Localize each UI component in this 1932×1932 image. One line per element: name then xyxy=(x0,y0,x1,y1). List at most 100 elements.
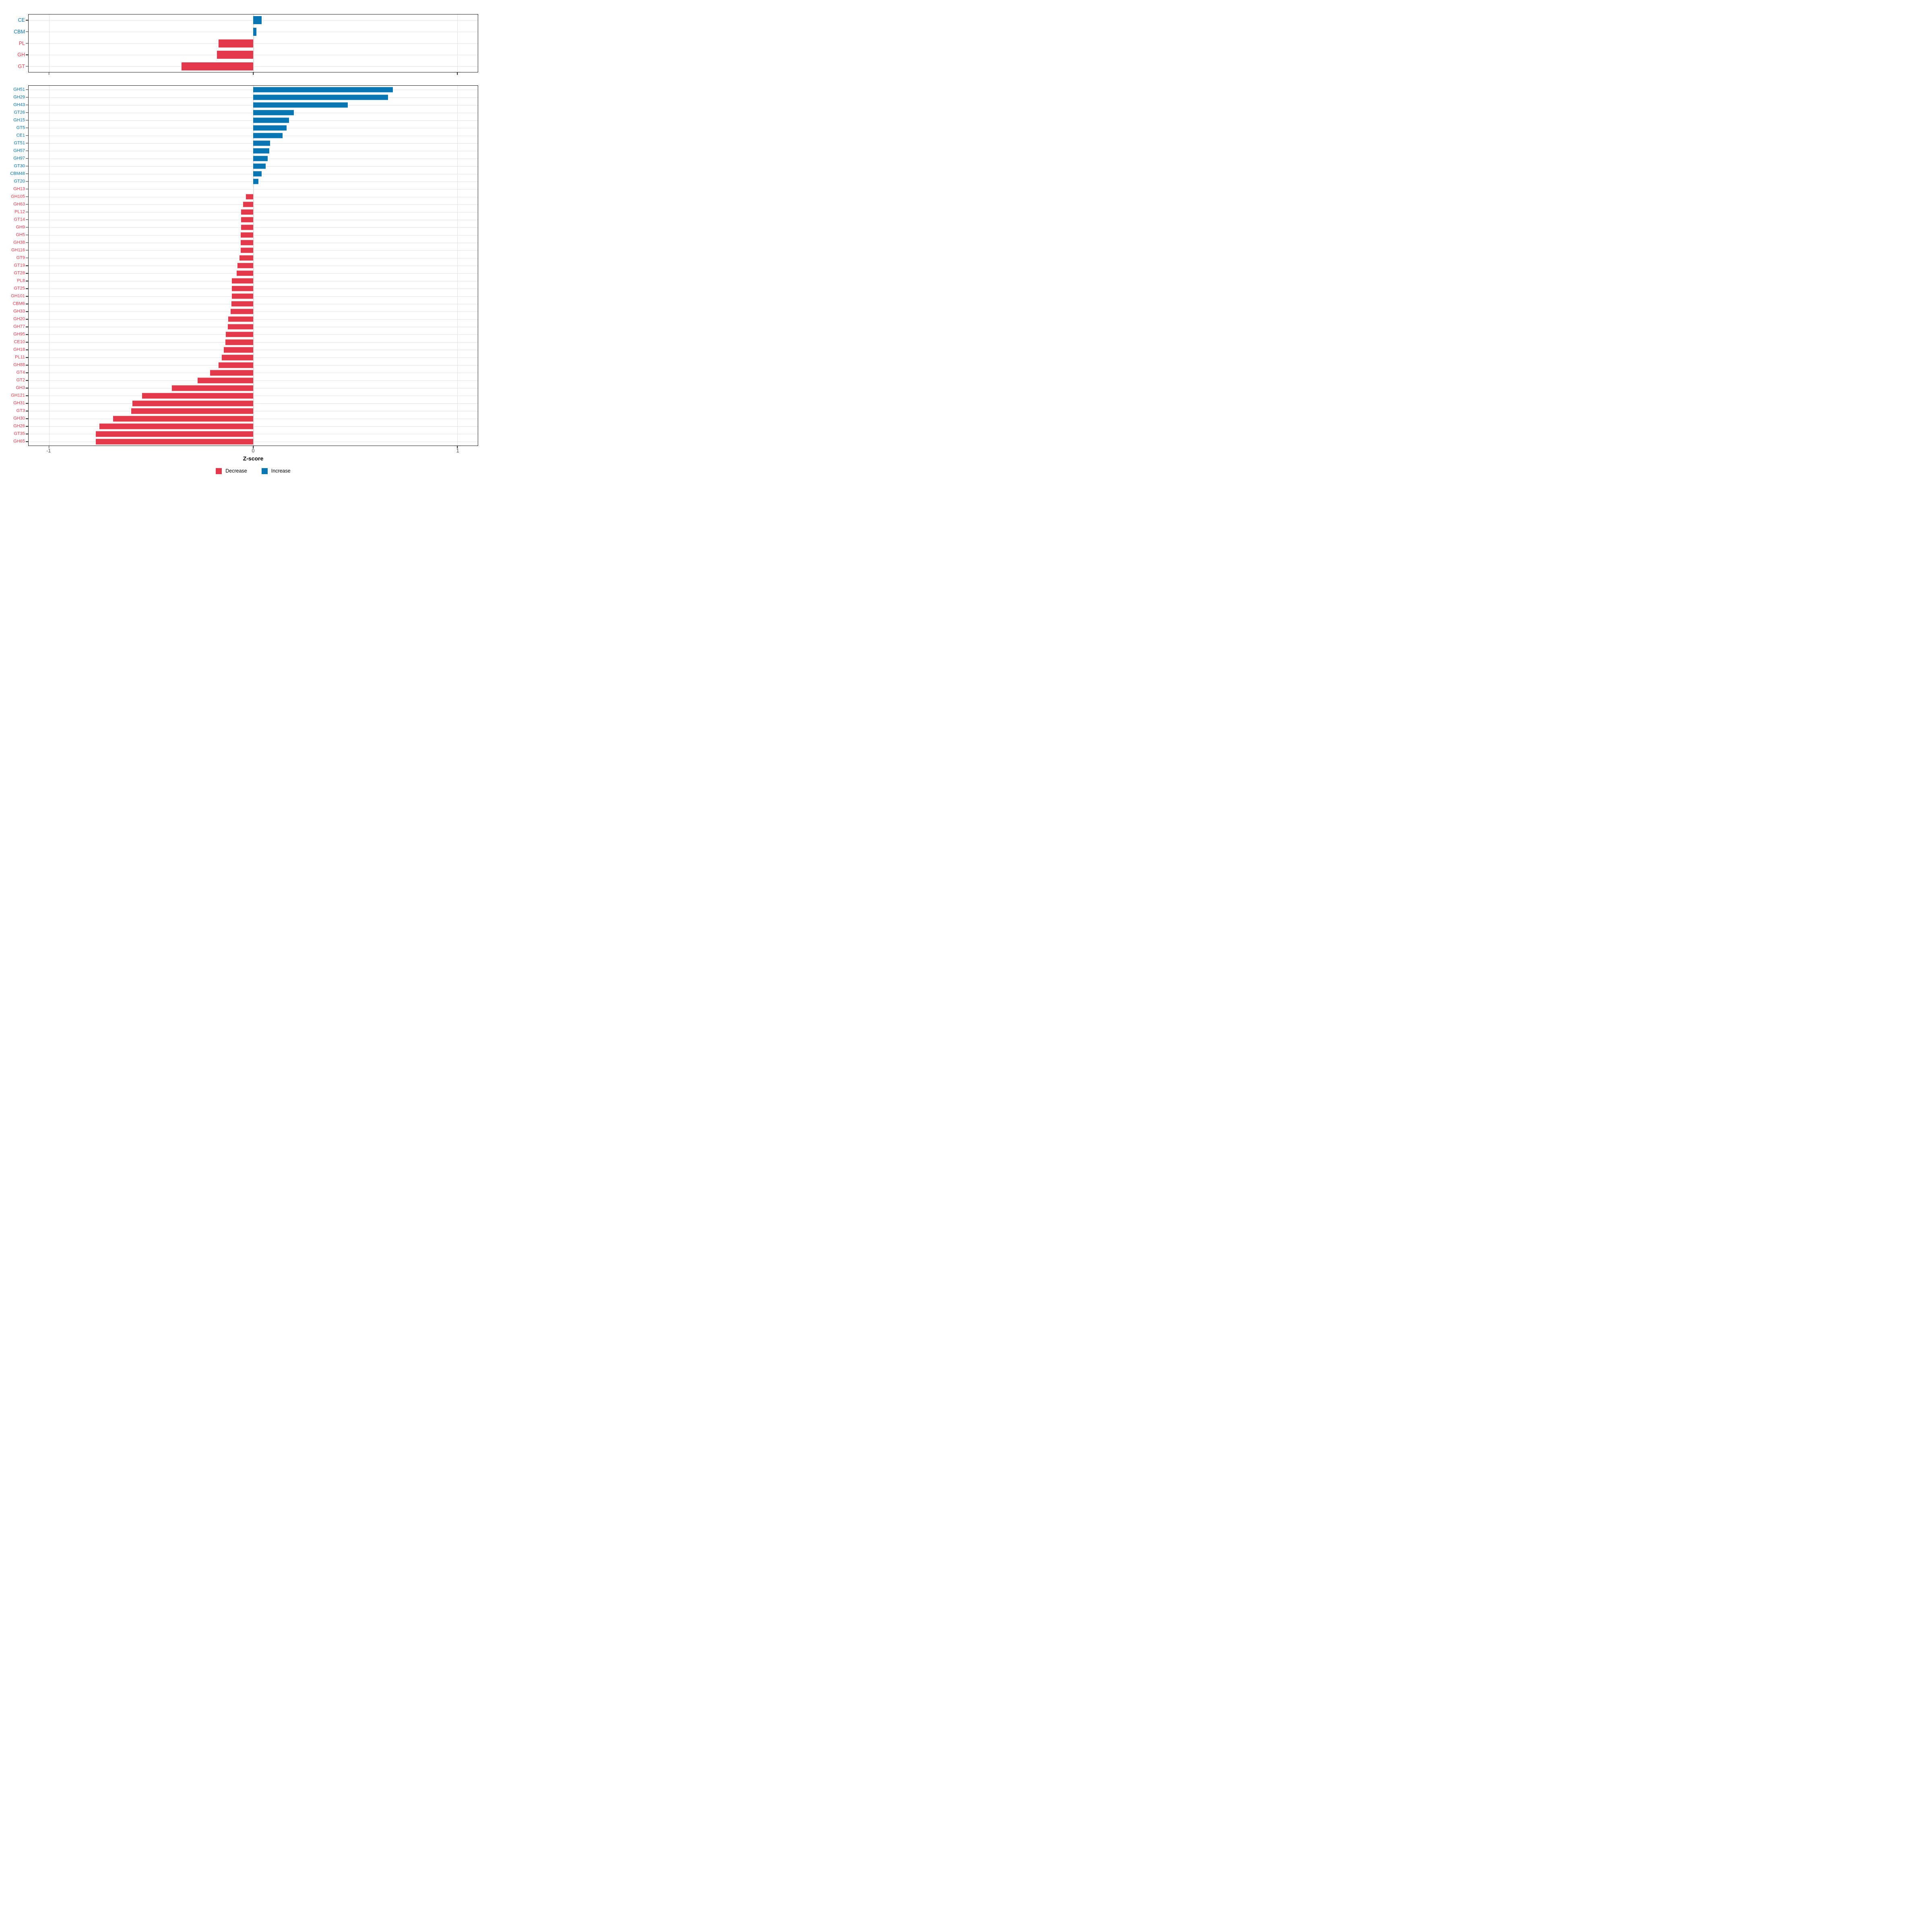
bar-GH77 xyxy=(228,324,253,330)
x-tick-label-0: 0 xyxy=(252,448,255,454)
bar-PL xyxy=(219,39,253,47)
y-axis-tick xyxy=(26,426,29,427)
y-axis-tick xyxy=(26,204,29,205)
bar-PL11 xyxy=(222,355,253,360)
bar-GH88 xyxy=(219,362,253,368)
bar-GH29 xyxy=(253,94,388,100)
bar-GT3 xyxy=(131,408,253,414)
y-axis-tick xyxy=(26,334,29,335)
category-label-CBM: CBM xyxy=(14,29,25,35)
category-label-GH88: GH88 xyxy=(13,362,25,367)
category-label-GT9: GT9 xyxy=(16,255,25,260)
bar-GH51 xyxy=(253,87,393,93)
y-axis-tick xyxy=(26,66,29,67)
category-label-GT2: GT2 xyxy=(16,378,25,383)
bar-GT19 xyxy=(237,263,253,268)
y-axis-tick xyxy=(26,303,29,304)
y-axis-tick xyxy=(26,196,29,197)
gridline-y xyxy=(29,342,478,343)
bar-GH95 xyxy=(226,332,253,337)
bar-GT14 xyxy=(241,217,253,223)
bar-GH xyxy=(217,51,253,59)
y-axis-tick xyxy=(26,411,29,412)
y-axis-tick xyxy=(26,97,29,98)
bar-GH97 xyxy=(253,156,268,161)
bar-GH26 xyxy=(99,423,253,429)
category-label-GH38: GH38 xyxy=(13,240,25,245)
category-label-GT4: GT4 xyxy=(16,370,25,375)
bar-GH101 xyxy=(231,293,253,299)
category-label-CE10: CE10 xyxy=(14,339,25,345)
bar-PL8 xyxy=(232,278,253,284)
category-label-GH3: GH3 xyxy=(16,385,25,390)
category-label-GT: GT xyxy=(18,63,25,69)
bar-GH5 xyxy=(241,232,253,238)
y-axis-tick xyxy=(26,165,29,167)
gridline-y xyxy=(29,227,478,228)
y-axis-tick xyxy=(26,242,29,243)
y-axis-tick xyxy=(26,296,29,297)
y-axis-tick xyxy=(26,181,29,182)
y-axis-tick xyxy=(26,380,29,381)
y-axis-tick xyxy=(26,311,29,312)
bar-GH33 xyxy=(230,309,253,314)
category-label-PL: PL xyxy=(19,40,25,46)
legend-label-increase: Increase xyxy=(271,468,291,474)
bar-GT25 xyxy=(231,286,253,291)
category-label-GH63: GH63 xyxy=(13,202,25,207)
bar-GH9 xyxy=(241,225,253,230)
bar-GT2 xyxy=(198,378,253,383)
bar-CBM6 xyxy=(231,301,253,307)
x-axis-tick-1 xyxy=(457,446,458,448)
bar-GH15 xyxy=(253,117,289,123)
bar-GH20 xyxy=(228,316,253,322)
gridline-y xyxy=(29,250,478,251)
x-axis-tick--1 xyxy=(48,446,50,448)
category-label-GH26: GH26 xyxy=(13,423,25,429)
legend-item-decrease: Decrease xyxy=(216,468,247,474)
bar-GT28 xyxy=(236,270,253,276)
bar-CBM48 xyxy=(253,171,262,177)
gridline-y xyxy=(29,204,478,205)
y-axis-tick xyxy=(26,357,29,358)
category-label-GH30: GH30 xyxy=(13,416,25,421)
bar-GH43 xyxy=(253,102,348,108)
y-axis-tick xyxy=(26,120,29,121)
y-axis-tick xyxy=(26,112,29,113)
bar-GT35 xyxy=(95,431,253,437)
gridline-y xyxy=(29,189,478,190)
category-label-GH31: GH31 xyxy=(13,400,25,406)
gridline-y xyxy=(29,66,478,67)
gridline-y xyxy=(29,426,478,427)
category-label-GH18: GH18 xyxy=(13,347,25,352)
category-label-GT19: GT19 xyxy=(14,263,25,268)
bar-GH30 xyxy=(113,416,253,422)
x-axis-tick-0 xyxy=(253,446,254,448)
y-axis-tick xyxy=(26,212,29,213)
y-axis-tick xyxy=(26,219,29,220)
bar-CBM xyxy=(253,27,257,36)
category-label-PL12: PL12 xyxy=(14,209,25,215)
gridline-y xyxy=(29,319,478,320)
y-axis-tick xyxy=(26,288,29,289)
category-label-GH105: GH105 xyxy=(11,194,25,199)
bar-GH65 xyxy=(95,439,253,445)
y-axis-tick xyxy=(26,349,29,350)
x-tick-label-1: 1 xyxy=(456,448,459,454)
x-axis-title: Z-score xyxy=(243,455,264,462)
category-label-GH5: GH5 xyxy=(16,232,25,237)
y-axis-tick xyxy=(26,403,29,404)
bar-PL12 xyxy=(241,209,253,215)
y-axis-tick xyxy=(26,319,29,320)
category-label-GH9: GH9 xyxy=(16,225,25,230)
bar-CE10 xyxy=(225,339,253,345)
category-label-GH121: GH121 xyxy=(11,393,25,398)
gridline-y xyxy=(29,334,478,335)
category-label-GT3: GT3 xyxy=(16,408,25,413)
category-label-CBM6: CBM6 xyxy=(12,301,25,306)
y-axis-tick xyxy=(26,54,29,55)
category-label-GH15: GH15 xyxy=(13,118,25,123)
category-label-GT25: GT25 xyxy=(14,286,25,291)
category-label-GH57: GH57 xyxy=(13,148,25,153)
bar-CE1 xyxy=(253,132,283,138)
